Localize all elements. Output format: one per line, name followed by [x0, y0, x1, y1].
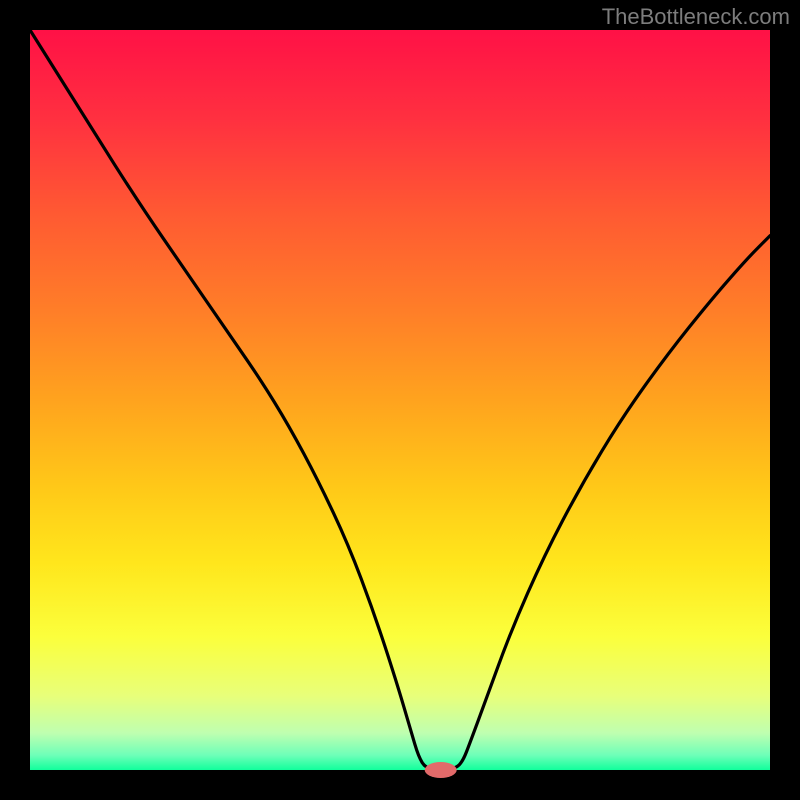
optimal-marker	[425, 762, 457, 778]
bottleneck-chart	[0, 0, 800, 800]
watermark-text: TheBottleneck.com	[602, 4, 790, 30]
gradient-background	[30, 30, 770, 770]
